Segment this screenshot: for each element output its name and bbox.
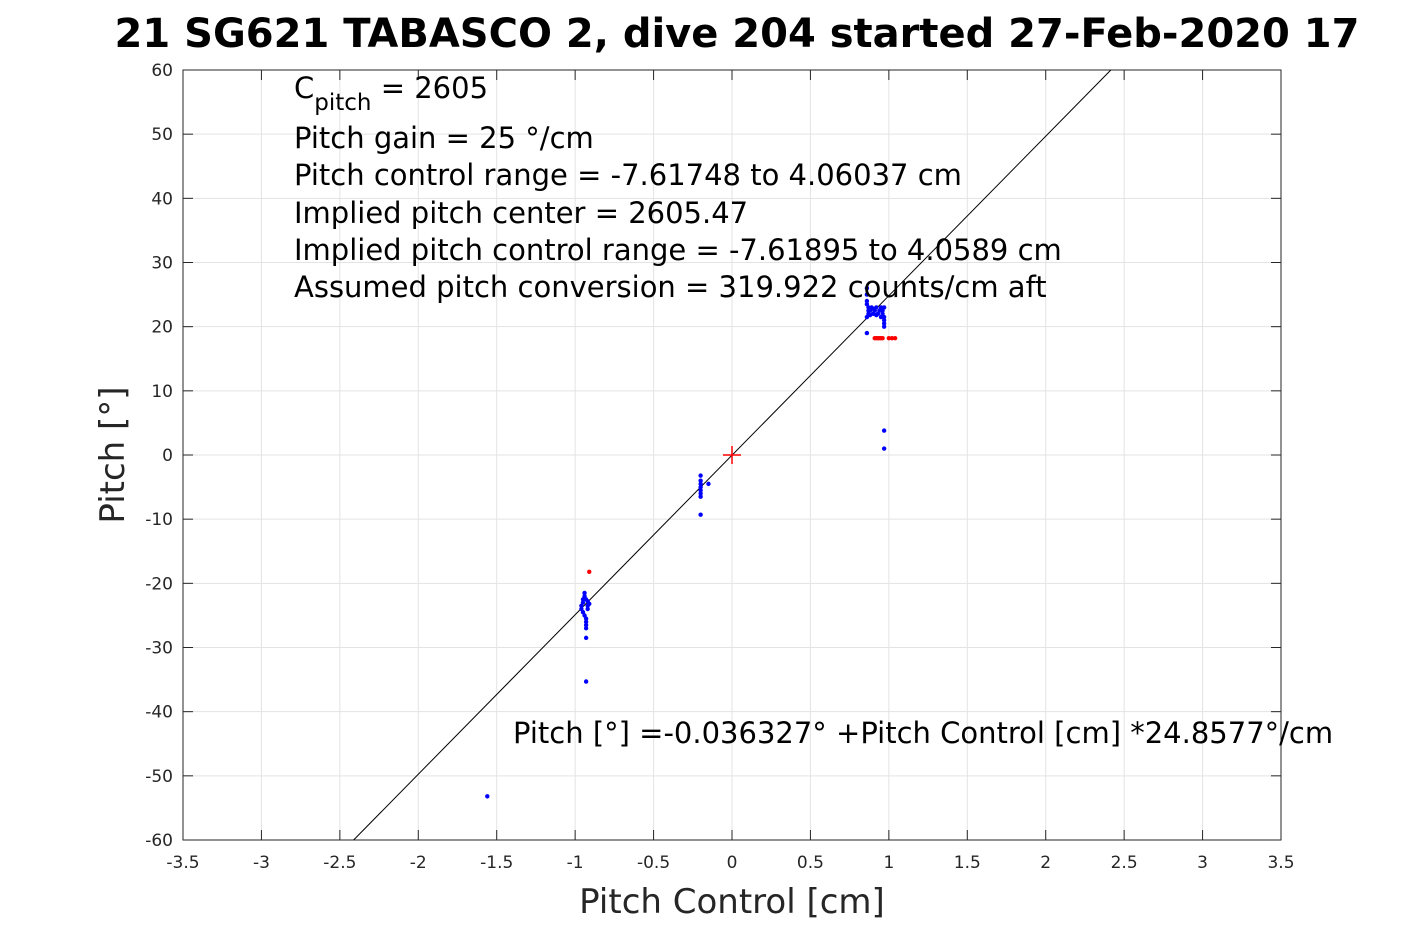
- annotation-pitch-conversion: Assumed pitch conversion = 319.922 count…: [294, 270, 1047, 304]
- y-tick-label: -10: [145, 510, 173, 530]
- y-tick-label: -50: [145, 767, 173, 787]
- cpitch-subscript: pitch: [314, 90, 371, 116]
- data-point-blue: [881, 305, 887, 310]
- axes-box: [182, 69, 1282, 841]
- y-tick-label: 10: [151, 382, 173, 402]
- data-point-blue: [864, 292, 870, 297]
- y-tick-label: 30: [151, 254, 173, 274]
- data-point-blue: [881, 321, 887, 326]
- cpitch-annotation: Cpitch = 2605: [294, 71, 488, 116]
- y-tick-label: 0: [162, 446, 173, 466]
- data-point-blue: [579, 603, 584, 608]
- x-tick-label: 0.5: [797, 853, 824, 873]
- data-point-blue: [698, 494, 703, 499]
- x-tick-label: -1: [567, 853, 584, 873]
- data-point-blue: [583, 619, 589, 625]
- center-marker-layer: [723, 446, 741, 464]
- data-point-blue: [585, 606, 590, 612]
- data-point-blue: [580, 597, 586, 602]
- data-point-blue: [881, 428, 887, 433]
- data-point-red: [587, 569, 592, 574]
- y-tick-label: 50: [151, 125, 173, 145]
- cpitch-value: = 2605: [371, 71, 488, 105]
- data-point-blue: [583, 622, 589, 628]
- chart-title: 21 SG621 TABASCO 2, dive 204 started 27-…: [115, 11, 1360, 57]
- data-point-blue: [881, 324, 887, 329]
- data-point-red: [886, 336, 892, 341]
- data-point-blue: [864, 330, 870, 336]
- data-point-blue: [878, 314, 884, 320]
- x-tick-label: -2.5: [323, 853, 356, 873]
- data-point-blue: [583, 616, 589, 621]
- x-tick-label: -1.5: [480, 853, 513, 873]
- x-tick-label: -2: [410, 853, 427, 873]
- y-tick-label: -60: [145, 831, 173, 851]
- x-tick-label: 1: [883, 853, 894, 873]
- x-axis-title: Pitch Control [cm]: [579, 882, 885, 922]
- data-point-blue: [881, 446, 887, 451]
- annotations: Cpitch = 2605 Pitch gain = 25 °/cm Pitch…: [294, 71, 1333, 750]
- data-point-blue: [881, 314, 887, 320]
- annotation-pitch-control-range: Pitch control range = -7.61748 to 4.0603…: [294, 158, 962, 192]
- annotation-implied-pitch-center: Implied pitch center = 2605.47: [294, 196, 748, 230]
- y-tick-label: 60: [151, 61, 173, 81]
- x-tick-label: -0.5: [637, 853, 670, 873]
- data-point-blue: [698, 478, 703, 483]
- data-point-blue: [698, 481, 703, 487]
- data-points: [485, 285, 898, 799]
- x-tick-label: 0: [727, 853, 738, 873]
- data-point-red: [889, 336, 895, 341]
- y-axis-title: Pitch [°]: [93, 386, 133, 523]
- data-point-blue: [698, 473, 703, 478]
- x-tick-label: 2.5: [1111, 853, 1138, 873]
- data-point-blue: [698, 491, 703, 496]
- data-point-red: [880, 336, 885, 341]
- x-tick-label: -3.5: [166, 853, 199, 873]
- data-point-blue: [698, 484, 703, 490]
- data-point-blue: [706, 481, 711, 487]
- data-point-blue: [881, 318, 887, 323]
- data-point-blue: [582, 590, 587, 596]
- axes: -3.5 -3 -2.5 -2 -1.5 -1 -0.5 0 0.5 1 1.5 2 2.5 3 3.5 60…: [145, 61, 1294, 873]
- data-point-blue: [864, 285, 870, 291]
- annotation-pitch-gain: Pitch gain = 25 °/cm: [294, 121, 594, 155]
- data-point-blue: [583, 679, 589, 684]
- data-point-blue: [874, 312, 879, 318]
- x-tick-label: 2: [1040, 853, 1051, 873]
- annotation-implied-control-range: Implied pitch control range = -7.61895 t…: [294, 233, 1062, 267]
- data-point-blue: [698, 512, 703, 517]
- data-point-blue: [583, 626, 589, 631]
- x-tick-label: 1.5: [954, 853, 981, 873]
- x-tick-label: 3.5: [1267, 853, 1294, 873]
- y-tick-label: 20: [151, 318, 173, 338]
- cpitch-symbol: C: [294, 71, 314, 105]
- data-point-blue: [867, 312, 873, 318]
- data-point-blue: [585, 603, 590, 608]
- data-point-blue: [698, 488, 703, 493]
- data-point-red: [892, 336, 898, 341]
- data-point-blue: [870, 306, 876, 311]
- data-point-blue: [583, 635, 589, 641]
- y-tick-label: -30: [145, 639, 173, 659]
- fit-equation-annotation: Pitch [°] =-0.036327° +Pitch Control [cm…: [513, 716, 1333, 750]
- y-tick-label: -20: [145, 574, 173, 594]
- data-point-blue: [864, 298, 870, 304]
- x-tick-label: 3: [1197, 853, 1208, 873]
- y-tick-label: 40: [151, 189, 173, 209]
- x-tick-label: -3: [253, 853, 270, 873]
- data-point-blue: [485, 794, 490, 799]
- y-tick-label: -40: [145, 703, 173, 723]
